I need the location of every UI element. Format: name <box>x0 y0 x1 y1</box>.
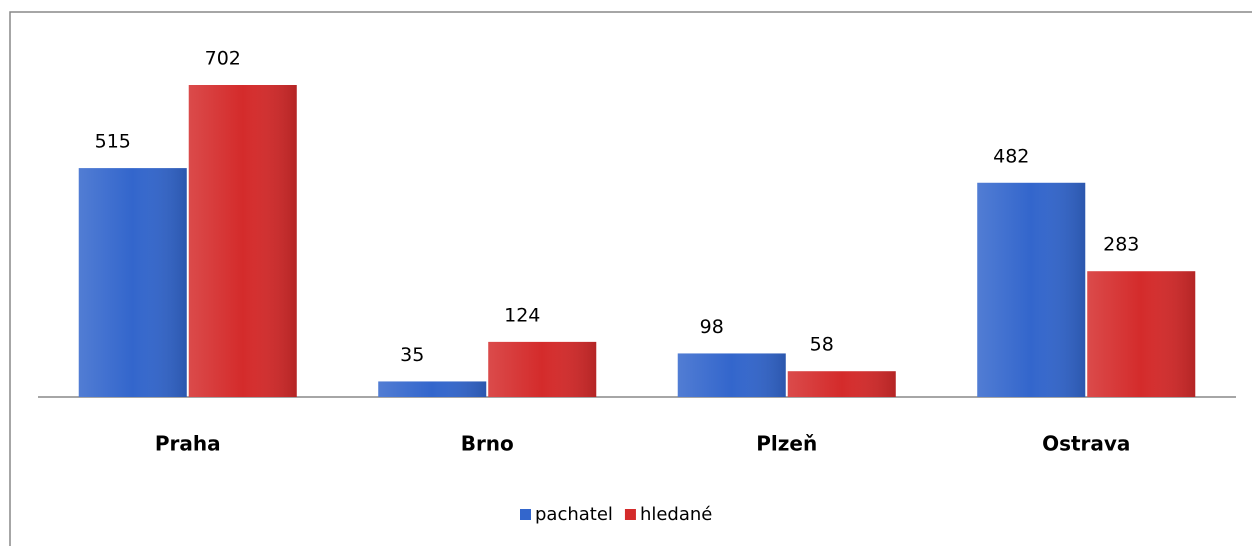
bar-shine <box>977 182 1086 397</box>
value-label: 58 <box>810 334 834 356</box>
value-label: 35 <box>400 344 424 366</box>
category-label: Praha <box>155 432 221 456</box>
bar-shine <box>787 371 896 397</box>
legend-swatch <box>624 509 636 520</box>
bar-shine <box>378 381 487 397</box>
bar-shine <box>78 168 187 397</box>
bar-shine <box>1087 271 1196 397</box>
category-label: Ostrava <box>1042 432 1130 456</box>
value-label: 515 <box>95 131 131 153</box>
category-label: Brno <box>461 432 514 456</box>
chart-frame <box>9 11 1252 546</box>
legend-label: hledané <box>640 504 712 525</box>
value-label: 124 <box>504 304 540 326</box>
bar-shine <box>488 341 597 397</box>
bar-shine <box>677 353 786 397</box>
value-label: 283 <box>1103 234 1139 256</box>
bar-shine <box>188 85 297 397</box>
value-label: 482 <box>993 145 1029 167</box>
value-label: 98 <box>700 316 724 338</box>
value-label: 702 <box>205 48 241 70</box>
category-label: Plzeň <box>756 432 817 456</box>
legend-label: pachatel <box>535 504 613 525</box>
legend-swatch <box>520 509 531 520</box>
